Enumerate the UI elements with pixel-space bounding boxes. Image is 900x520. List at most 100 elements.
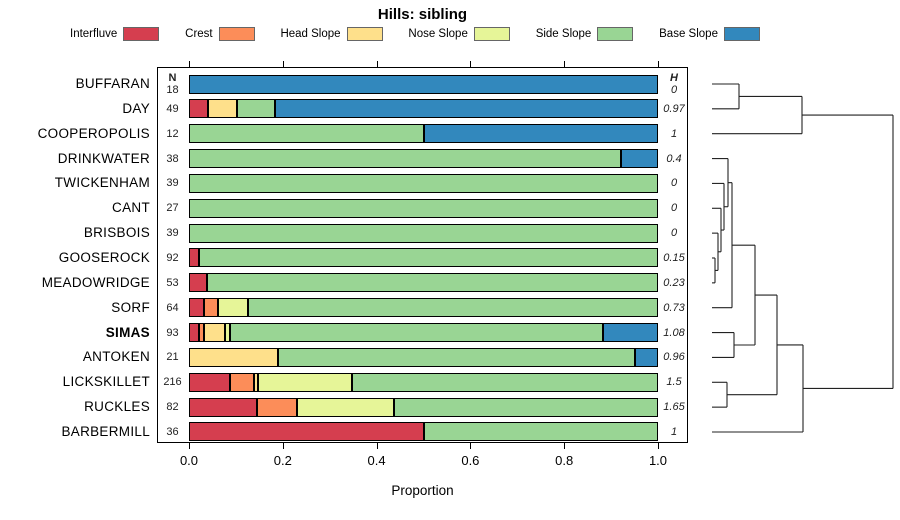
bar-segment-side_slope (189, 124, 424, 144)
bar-segment-nose_slope (225, 323, 230, 343)
row-label-gooserock: GOOSEROCK (58, 249, 150, 265)
h-value: 0.4 (666, 152, 682, 165)
stacked-bar-day (189, 99, 658, 119)
x-axis-tick (658, 443, 659, 449)
bar-segment-side_slope (230, 323, 603, 343)
x-axis-tick-top (658, 61, 659, 67)
x-axis-tick-label: 0.4 (367, 453, 386, 468)
h-value: 1 (670, 425, 678, 438)
x-axis-tick-label: 0.0 (179, 453, 199, 468)
stacked-bar-twickenham (189, 173, 658, 193)
legend-label: Interfluve (70, 28, 118, 40)
stacked-bar-gooserock (189, 248, 658, 268)
legend-swatch (723, 27, 760, 41)
stacked-bar-antoken (189, 347, 658, 367)
h-column-header: H (670, 72, 678, 84)
legend-item-nose_slope: Nose Slope (408, 27, 510, 41)
n-value: 12 (166, 127, 179, 140)
stacked-bar-cooperopolis (189, 124, 658, 144)
row-label-lickskillet: LICKSKILLET (62, 374, 150, 390)
bar-segment-side_slope (199, 248, 658, 268)
bar-segment-crest (204, 298, 218, 318)
n-value: 49 (166, 102, 179, 115)
stacked-bar-buffaran (189, 74, 658, 94)
x-axis-tick (470, 443, 472, 449)
chart-title: Hills: sibling (377, 6, 468, 23)
bar-segment-base_slope (424, 124, 658, 144)
n-value: 53 (166, 276, 179, 289)
x-axis-tick-top (189, 61, 190, 67)
n-column-header: N (168, 72, 177, 84)
row-label-simas: SIMAS (105, 324, 150, 340)
legend-item-interfluve: Interfluve (70, 27, 160, 41)
legend-swatch (346, 27, 383, 41)
bar-segment-side_slope (424, 422, 658, 442)
x-axis-tick-top (470, 61, 472, 67)
bar-segment-interfluve (189, 99, 208, 119)
stacked-bar-barbermill (189, 422, 658, 442)
n-value: 92 (166, 251, 179, 264)
stacked-bar-ruckles (189, 397, 658, 417)
legend-item-base_slope: Base Slope (659, 27, 760, 41)
x-axis-tick-label: 1.0 (648, 453, 668, 468)
legend: Interfluve Crest Head Slope Nose Slope Side … (70, 25, 760, 43)
bar-segment-interfluve (189, 422, 424, 442)
bar-segment-head_slope (189, 347, 278, 367)
bar-segment-crest (230, 372, 254, 392)
x-axis-tick-label: 0.6 (461, 453, 480, 468)
n-value: 38 (166, 152, 179, 165)
row-label-cant: CANT (112, 200, 150, 216)
x-axis-tick (189, 443, 190, 449)
legend-item-head_slope: Head Slope (280, 27, 383, 41)
row-label-antoken: ANTOKEN (82, 349, 150, 365)
n-value: 36 (166, 425, 179, 438)
bar-segment-side_slope (237, 99, 275, 119)
bar-segment-side_slope (394, 397, 658, 417)
stacked-bar-simas (189, 323, 658, 343)
h-value: 0.97 (663, 102, 685, 115)
bar-segment-side_slope (207, 273, 658, 293)
h-value: 0 (670, 202, 678, 215)
stacked-bar-brisbois (189, 223, 658, 243)
bar-segment-interfluve (189, 248, 199, 268)
x-axis-title: Proportion (391, 483, 454, 498)
bar-segment-interfluve (189, 372, 230, 392)
stacked-bar-meadowridge (189, 273, 658, 293)
n-value: 39 (166, 177, 179, 190)
row-label-twickenham: TWICKENHAM (54, 175, 150, 191)
x-axis-tick-top (282, 61, 284, 67)
n-value: 93 (166, 326, 179, 339)
h-value: 1.08 (663, 326, 685, 339)
n-value: N 18 (157, 72, 188, 96)
n-value: 27 (166, 202, 179, 215)
row-label-drinkwater: DRINKWATER (57, 150, 150, 166)
legend-label: Crest (185, 28, 213, 40)
legend-label: Base Slope (659, 28, 718, 40)
x-axis-tick-label: 0.8 (555, 453, 574, 468)
legend-label: Side Slope (535, 28, 592, 40)
n-value: 64 (166, 301, 179, 314)
legend-swatch (473, 27, 510, 41)
n-value: 82 (166, 401, 179, 414)
h-value: 0.15 (663, 251, 685, 264)
bar-segment-side_slope (352, 372, 658, 392)
bar-segment-side_slope (248, 298, 658, 318)
bar-segment-crest (199, 323, 204, 343)
stacked-bar-lickskillet (189, 372, 658, 392)
row-label-day: DAY (122, 100, 150, 116)
legend-swatch (218, 27, 255, 41)
row-label-cooperopolis: COOPEROPOLIS (37, 125, 150, 141)
bar-segment-nose_slope (258, 372, 352, 392)
bar-segment-crest (257, 397, 297, 417)
h-value: 0 (670, 177, 678, 190)
x-axis-tick (282, 443, 284, 449)
h-value: 0.73 (663, 301, 685, 314)
bar-segment-side_slope (189, 149, 621, 169)
h-value: 0.96 (663, 351, 685, 364)
legend-swatch (123, 27, 160, 41)
bar-segment-nose_slope (297, 397, 394, 417)
x-axis-tick-top (376, 61, 378, 67)
bar-segment-head_slope (208, 99, 237, 119)
bar-segment-base_slope (189, 74, 658, 94)
x-axis-tick-top (564, 61, 566, 67)
